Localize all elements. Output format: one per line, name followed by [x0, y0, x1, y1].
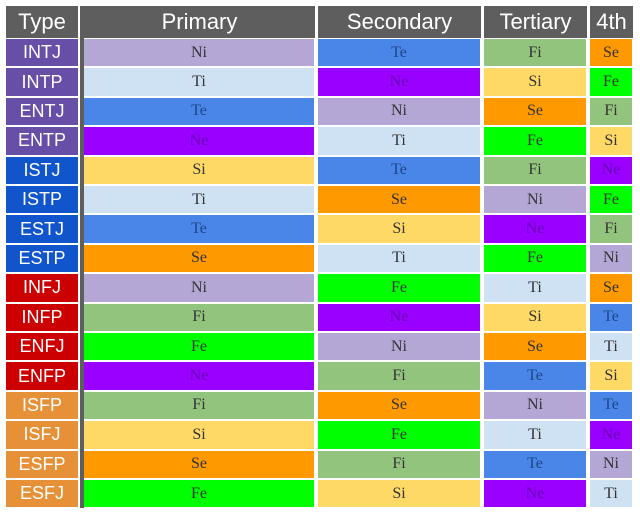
function-cell-infp-1: Fi	[84, 303, 314, 331]
function-cell-intp-1: Ti	[84, 68, 314, 96]
function-cell-infp-2: Ne	[318, 303, 480, 331]
function-cell-isfj-2: Fe	[318, 421, 480, 449]
function-cell-istj-1: Si	[84, 156, 314, 184]
function-cell-entp-3: Fe	[484, 127, 586, 155]
function-cell-esfp-3: Te	[484, 450, 586, 478]
function-cell-esfp-1: Se	[84, 450, 314, 478]
function-cell-enfj-2: Ni	[318, 333, 480, 361]
function-cell-estj-2: Si	[318, 215, 480, 243]
header-type: Type	[6, 6, 78, 38]
type-cell-estj: ESTJ	[6, 215, 78, 243]
function-cell-isfp-1: Fi	[84, 391, 314, 420]
type-cell-esfj: ESFJ	[6, 480, 78, 508]
function-cell-enfp-4: Si	[590, 362, 632, 390]
function-cell-intp-4: Fe	[590, 68, 632, 96]
function-cell-infp-3: Si	[484, 303, 586, 331]
type-column-separator	[80, 6, 84, 509]
function-cell-istp-3: Ni	[484, 186, 586, 214]
function-cell-enfj-4: Ti	[590, 333, 632, 361]
function-cell-enfj-1: Fe	[84, 333, 314, 361]
function-cell-infj-4: Se	[590, 274, 632, 302]
header-tertiary: Tertiary	[484, 6, 587, 38]
function-cell-istj-2: Te	[318, 156, 480, 184]
type-cell-intp: INTP	[6, 68, 78, 96]
type-cell-infj: INFJ	[6, 274, 78, 302]
type-cell-istj: ISTJ	[6, 156, 78, 184]
function-cell-esfp-2: Fi	[318, 450, 480, 478]
function-cell-enfj-3: Se	[484, 333, 586, 361]
function-cell-entj-4: Fi	[590, 97, 632, 126]
type-cell-entj: ENTJ	[6, 97, 78, 126]
function-cell-intp-3: Si	[484, 68, 586, 96]
header-4th: 4th	[590, 6, 633, 38]
function-cell-entp-1: Ne	[84, 127, 314, 155]
type-cell-enfj: ENFJ	[6, 333, 78, 361]
function-cell-isfp-4: Te	[590, 391, 632, 420]
type-cell-intj: INTJ	[6, 39, 78, 67]
function-cell-enfp-2: Fi	[318, 362, 480, 390]
function-cell-infj-2: Fe	[318, 274, 480, 302]
function-cell-esfj-4: Ti	[590, 480, 632, 508]
function-cell-istp-4: Fe	[590, 186, 632, 214]
header-secondary: Secondary	[318, 6, 481, 38]
type-cell-isfp: ISFP	[6, 391, 78, 420]
header-primary: Primary	[84, 6, 315, 38]
function-cell-entj-2: Ni	[318, 97, 480, 126]
function-cell-esfp-4: Ni	[590, 450, 632, 478]
function-cell-istp-2: Se	[318, 186, 480, 214]
type-cell-infp: INFP	[6, 303, 78, 331]
type-cell-entp: ENTP	[6, 127, 78, 155]
function-cell-infj-3: Ti	[484, 274, 586, 302]
function-cell-istj-4: Ne	[590, 156, 632, 184]
function-cell-estp-4: Ni	[590, 244, 632, 273]
function-cell-istj-3: Fi	[484, 156, 586, 184]
type-cell-enfp: ENFP	[6, 362, 78, 390]
function-cell-esfj-1: Fe	[84, 480, 314, 508]
function-cell-enfp-3: Te	[484, 362, 586, 390]
function-cell-intj-3: Fi	[484, 39, 586, 67]
function-cell-estj-4: Fi	[590, 215, 632, 243]
function-cell-esfj-2: Si	[318, 480, 480, 508]
function-cell-intp-2: Ne	[318, 68, 480, 96]
type-cell-isfj: ISFJ	[6, 421, 78, 449]
function-cell-enfp-1: Ne	[84, 362, 314, 390]
function-cell-esfj-3: Ne	[484, 480, 586, 508]
type-cell-esfp: ESFP	[6, 450, 78, 478]
function-cell-intj-2: Te	[318, 39, 480, 67]
type-cell-istp: ISTP	[6, 186, 78, 214]
function-cell-istp-1: Ti	[84, 186, 314, 214]
function-cell-entj-1: Te	[84, 97, 314, 126]
function-cell-intj-4: Se	[590, 39, 632, 67]
function-cell-isfj-4: Ne	[590, 421, 632, 449]
function-cell-isfj-3: Ti	[484, 421, 586, 449]
function-cell-isfp-3: Ni	[484, 391, 586, 420]
function-cell-infp-4: Te	[590, 303, 632, 331]
type-cell-estp: ESTP	[6, 244, 78, 273]
function-cell-estp-3: Fe	[484, 244, 586, 273]
function-cell-entp-4: Si	[590, 127, 632, 155]
function-cell-entp-2: Ti	[318, 127, 480, 155]
function-cell-estp-1: Se	[84, 244, 314, 273]
function-cell-estj-1: Te	[84, 215, 314, 243]
function-cell-entj-3: Se	[484, 97, 586, 126]
function-cell-infj-1: Ni	[84, 274, 314, 302]
function-cell-isfj-1: Si	[84, 421, 314, 449]
function-cell-isfp-2: Se	[318, 391, 480, 420]
function-cell-estj-3: Ne	[484, 215, 586, 243]
function-cell-intj-1: Ni	[84, 39, 314, 67]
function-cell-estp-2: Ti	[318, 244, 480, 273]
